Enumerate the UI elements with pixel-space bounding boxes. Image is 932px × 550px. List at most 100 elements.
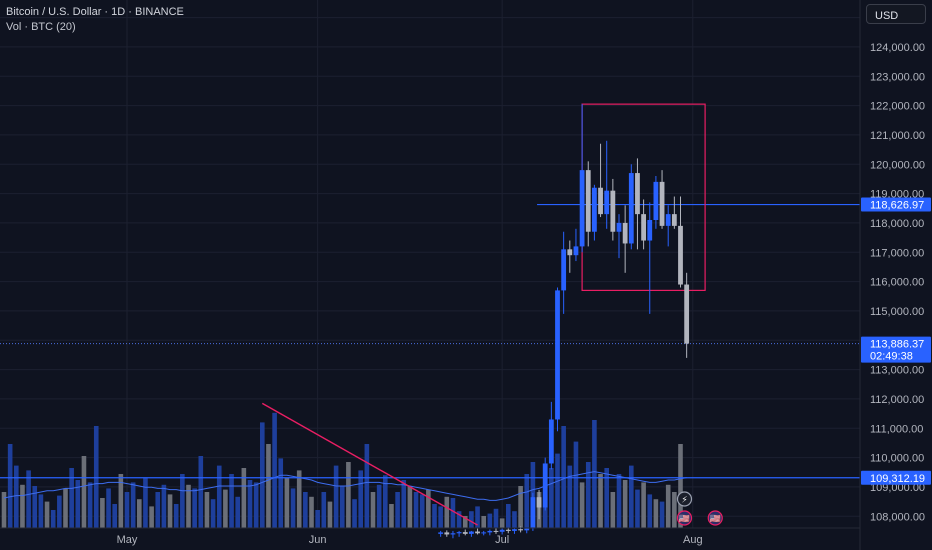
volume-bar [315,510,320,528]
volume-bar [130,482,136,528]
volume-bar [161,484,167,528]
volume-bar [413,492,419,528]
volume-bar [198,456,204,528]
volume-bar [235,496,240,528]
price-tick-label: 112,000.00 [870,394,924,406]
volume-bar [376,484,382,528]
volume-bar [155,492,161,528]
volume-bar [303,492,308,528]
volume-ma-line [3,471,687,501]
volume-bar [26,470,31,528]
candle-body [561,249,567,291]
candle-body [475,531,480,534]
volume-bar [241,468,247,528]
volume-bar [499,518,505,528]
volume-bar [524,474,530,528]
volume-bar [481,516,486,528]
volume-bar [93,426,99,528]
candle-body [555,290,560,420]
candle-body [678,225,683,285]
grid-lines [0,0,860,528]
us-flag-icon [676,510,693,526]
volume-bar [100,498,105,528]
volume-bar [542,506,548,528]
price-tick-label: 120,000.00 [870,159,925,171]
price-tick-label: 121,000.00 [870,130,925,142]
level-price-label: 109,312.19 [861,470,931,485]
candle-body [653,181,659,220]
trend-line [261,402,478,526]
candle-body [659,181,665,226]
volume-bar [573,441,579,528]
volume-bar [7,444,13,528]
volume-bar [75,480,81,528]
volume-bar [173,504,179,528]
candle-body [438,532,444,534]
volume-bar [419,494,425,528]
time-axis-ticks: May Jun Jul Aug [117,534,703,546]
volume-bar [266,444,271,528]
candle-body [628,173,634,244]
volume-bar [364,444,370,528]
volume-bar [370,492,376,528]
candle-body [530,497,536,529]
price-tick-label: 124,000.00 [870,42,925,54]
event-markers: ⚡ 🇺🇸 🇺🇸 [676,491,723,526]
volume-bar [143,477,148,528]
volume-bar [186,484,191,528]
symbol-title[interactable]: Bitcoin / U.S. Dollar · 1D · BINANCE [6,6,184,18]
price-tick-label: 111,000.00 [870,423,923,435]
volume-bar [622,480,628,528]
candle-body [622,222,628,244]
volume-bar [229,474,234,528]
price-tick-label: 110,000.00 [870,453,924,465]
volume-bar [333,465,339,528]
candle-body [598,187,603,215]
volume-bar [585,462,591,528]
volume-bar [653,499,659,528]
volume-bar [284,477,290,528]
volume-bar [216,465,222,528]
volume-bar [555,453,560,528]
volume-bar [247,480,253,528]
volume-bar [253,482,259,528]
candle-body [505,529,511,531]
volume-bar [81,456,87,528]
volume-bar [346,462,351,528]
volume-indicator-label[interactable]: Vol · BTC (20) [6,21,76,33]
volume-bar [426,489,431,528]
volume-bar [32,486,38,528]
chart-legend: Bitcoin / U.S. Dollar · 1D · BINANCE Vol… [6,5,184,35]
volume-bar [635,489,640,528]
currency-button[interactable]: USD [866,4,926,24]
candle-body [567,249,573,256]
price-tick-label: 116,000.00 [870,277,924,289]
volume-bar [678,444,683,528]
price-tick-label: 108,000.00 [870,511,925,523]
volume-bar [57,495,62,528]
volume-bar [672,492,677,528]
volume-bar [50,510,56,528]
candle-body [647,220,653,241]
volume-bar [321,492,327,528]
volume-bar [567,465,573,528]
candle-body [641,214,646,241]
price-tick-label: 122,000.00 [870,101,925,113]
volume-bar [549,468,554,528]
candle-body [462,532,468,534]
volume-bar [106,488,111,528]
lightning-icon [676,491,693,507]
volume-bar [352,499,357,528]
price-label-text: 113,886.37 [870,339,924,351]
volume-bar [278,458,284,528]
volume-bar [659,501,665,528]
volume-bar [260,422,265,528]
volume-bar [469,511,474,528]
time-tick-label: Jul [495,534,509,546]
us-flag-icon-glyph: 🇺🇸 [679,514,690,525]
candle-body [444,532,450,535]
volume-bar [210,499,216,528]
